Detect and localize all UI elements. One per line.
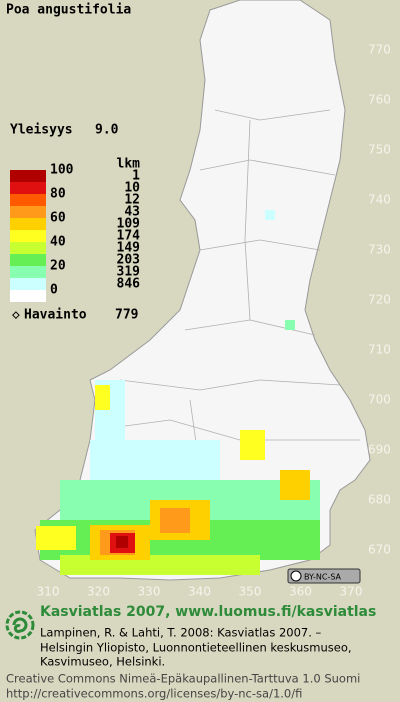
y-axis-label: 770 <box>368 43 391 57</box>
legend-swatch <box>10 230 46 242</box>
legend-scale-label: 80 <box>50 187 66 202</box>
license-badge: BY-NC-SA <box>287 568 361 584</box>
legend-swatch <box>10 182 46 194</box>
x-axis-label: 340 <box>188 585 211 599</box>
legend-count: 1 <box>132 169 140 184</box>
legend-count: 43 <box>124 205 140 220</box>
map-title: Poa angustifolia <box>6 3 131 18</box>
y-axis-label: 680 <box>368 493 391 507</box>
legend-count: 203 <box>117 253 140 268</box>
legend-count: 10 <box>124 181 140 196</box>
legend-scale-label: 60 <box>50 211 66 226</box>
citation-line: Lampinen, R. & Lahti, T. 2008: Kasviatla… <box>40 626 322 640</box>
frequency-label: Yleisyys <box>10 123 73 138</box>
legend-swatch <box>10 278 46 290</box>
legend-swatch <box>10 206 46 218</box>
count-header: lkm <box>117 157 141 172</box>
license-line: Creative Commons Nimeä-Epäkaupallinen-Ta… <box>6 672 360 686</box>
y-axis-label: 720 <box>368 293 391 307</box>
occurrence-shading <box>36 210 320 575</box>
y-axis-label: 750 <box>368 143 391 157</box>
footer-headline: Kasviatlas 2007, www.luomus.fi/kasviatla… <box>40 604 376 620</box>
frequency-value: 9.0 <box>95 123 119 138</box>
legend-scale-label: 100 <box>50 163 74 178</box>
observation-count: 779 <box>115 308 138 323</box>
observation-marker: ◇ <box>12 308 20 323</box>
legend-swatch <box>10 242 46 254</box>
y-axis-label: 690 <box>368 443 391 457</box>
legend-scale-label: 0 <box>50 283 58 298</box>
legend-count: 149 <box>117 241 140 256</box>
license-line: http://creativecommons.org/licenses/by-n… <box>6 687 302 701</box>
logo <box>5 610 35 640</box>
citation-line: Kasvimuseo, Helsinki. <box>40 655 165 669</box>
legend-swatch <box>10 218 46 230</box>
legend-count: 846 <box>117 277 141 292</box>
x-axis-label: 310 <box>37 585 60 599</box>
y-axis-label: 730 <box>368 243 391 257</box>
citation-line: Helsingin Yliopisto, Luonnontieteellinen… <box>40 641 352 655</box>
legend-swatch <box>10 266 46 278</box>
legend-scale-label: 40 <box>50 235 66 250</box>
x-axis-label: 350 <box>239 585 262 599</box>
legend-count: 174 <box>117 229 141 244</box>
legend-count: 12 <box>124 193 140 208</box>
legend-scale-label: 20 <box>50 259 66 274</box>
y-axis-label: 700 <box>368 393 391 407</box>
x-axis-label: 320 <box>87 585 110 599</box>
x-axis-label: 330 <box>138 585 161 599</box>
observation-label: Havainto <box>24 308 87 323</box>
legend-swatch <box>10 290 46 302</box>
x-axis-label: 370 <box>340 585 363 599</box>
y-axis-label: 760 <box>368 93 391 107</box>
legend-count: 109 <box>117 217 140 232</box>
legend-swatch <box>10 170 46 182</box>
x-axis-label: 360 <box>289 585 312 599</box>
legend-swatch <box>10 254 46 266</box>
y-axis-label: 710 <box>368 343 391 357</box>
y-axis-label: 670 <box>368 543 391 557</box>
legend-count: 319 <box>117 265 140 280</box>
y-axis-label: 740 <box>368 193 391 207</box>
license-badge-text: BY-NC-SA <box>304 573 342 582</box>
legend-swatch <box>10 194 46 206</box>
